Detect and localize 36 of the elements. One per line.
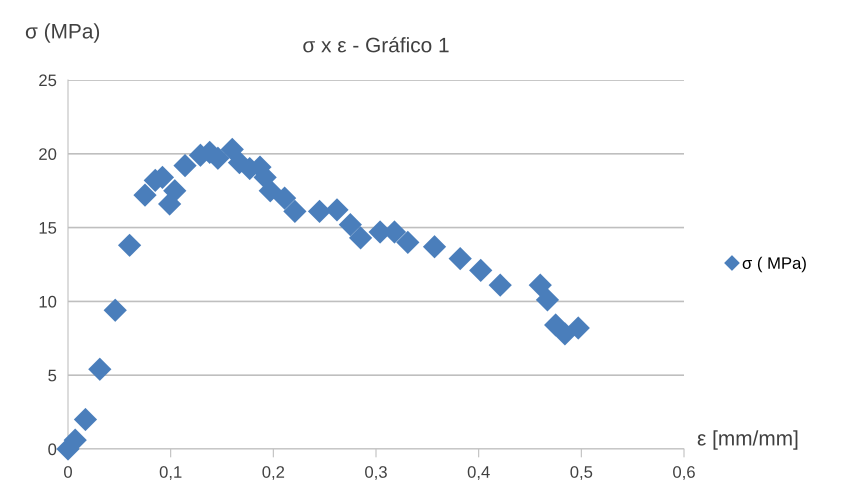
- point: [118, 234, 142, 257]
- y-tick-label: 15: [40, 222, 56, 234]
- y-tick-label: 5: [48, 370, 56, 382]
- y-tick-label: 0: [48, 443, 56, 456]
- legend-label: σ ( MPa): [742, 256, 806, 272]
- x-tick-label: 0,5: [570, 466, 592, 480]
- point: [74, 408, 98, 432]
- x-tick-label: 0,3: [365, 466, 387, 480]
- point: [273, 186, 296, 210]
- point: [133, 184, 157, 207]
- point: [488, 274, 512, 297]
- point: [88, 358, 112, 381]
- point: [283, 200, 307, 223]
- point: [348, 226, 372, 250]
- x-tick-label: 0,6: [673, 466, 695, 480]
- y-axis-title: σ (MPa): [26, 23, 100, 43]
- point: [338, 213, 362, 236]
- y-tick-label: 25: [39, 74, 56, 86]
- y-tick-label: 20: [39, 148, 56, 160]
- x-tick-label: 0,2: [262, 466, 284, 480]
- point: [396, 230, 420, 254]
- x-tick-label: 0,4: [468, 466, 490, 480]
- point: [448, 246, 472, 270]
- point: [566, 316, 590, 340]
- x-tick-label: 0,1: [160, 466, 182, 480]
- point: [173, 154, 197, 178]
- point: [469, 258, 492, 282]
- point: [220, 138, 244, 161]
- point: [422, 235, 446, 258]
- x-tick-label: 0: [64, 466, 72, 478]
- point: [528, 274, 552, 297]
- chart-title: σ x ε - Gráfico 1: [303, 36, 449, 52]
- point: [104, 298, 127, 322]
- y-tick-label: 10: [40, 296, 56, 308]
- x-axis-title: ε [mm/mm]: [698, 430, 798, 450]
- point: [536, 288, 560, 312]
